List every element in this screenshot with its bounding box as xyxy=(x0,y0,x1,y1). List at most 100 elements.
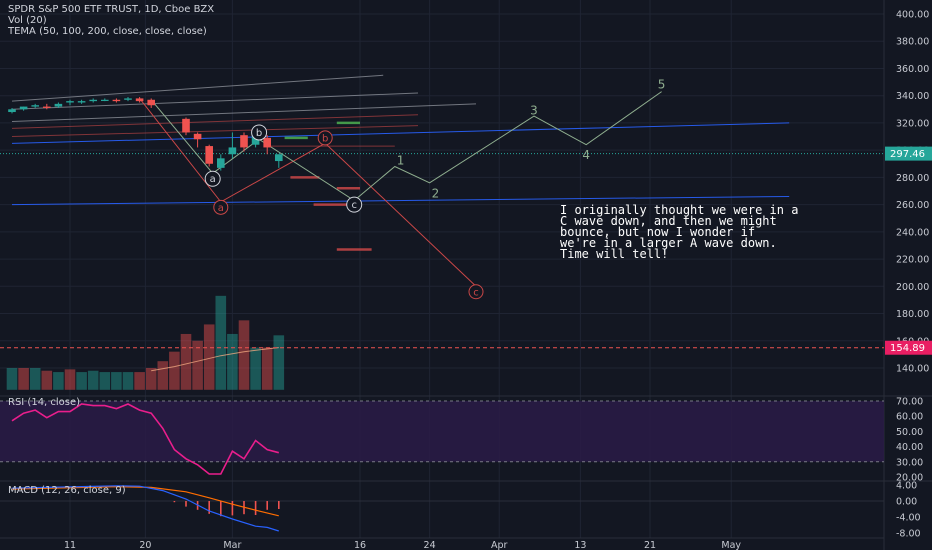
macd-signal-line xyxy=(11,485,279,517)
price-tick-label-10: 340.00 xyxy=(896,91,929,102)
volume-bar-14 xyxy=(169,351,180,390)
main-legend: SPDR S&P 500 ETF TRUST, 1D, Cboe BZX Vol… xyxy=(8,4,214,37)
rsi-tick-label-0: 20.00 xyxy=(896,473,923,484)
wave-small-marker-1 xyxy=(251,124,268,141)
volume-bar-7 xyxy=(87,370,99,390)
wave-small-label-1: b xyxy=(256,128,262,139)
candle-body-13 xyxy=(182,118,190,133)
candle-body-21 xyxy=(275,154,283,162)
candle-body-2 xyxy=(31,105,39,107)
volume-bar-19 xyxy=(227,333,238,390)
price-tick-label-11: 360.00 xyxy=(896,64,929,75)
macd-legend[interactable]: MACD (12, 26, close, 9) xyxy=(8,485,126,496)
volume-bar-13 xyxy=(157,361,169,390)
time-tick-label-0: 11 xyxy=(64,540,76,550)
volume-badge-label: 154.89 xyxy=(890,343,925,354)
wave-red-label-0: a xyxy=(218,203,224,214)
wave-red-marker-2 xyxy=(468,284,484,300)
macd-hist-bar-0 xyxy=(173,501,176,503)
rsi-legend[interactable]: RSI (14, close) xyxy=(8,397,81,408)
wave-green-path xyxy=(150,91,662,202)
price-tick-label-9: 320.00 xyxy=(896,118,929,129)
candle-body-12 xyxy=(147,99,155,106)
volume-bar-1 xyxy=(18,368,29,390)
macd-hist-bar-9 xyxy=(278,501,280,509)
annotation-note[interactable]: I originally thought we were in a C wave… xyxy=(560,203,799,261)
wave-small-label-2: c xyxy=(351,200,357,211)
candle-body-5 xyxy=(66,101,74,103)
trendline-3 xyxy=(11,114,419,129)
time-tick-label-7: 21 xyxy=(644,540,656,550)
time-tick-label-1: 20 xyxy=(139,540,151,550)
volume-bar-12 xyxy=(145,368,157,390)
rsi-tick-label-4: 60.00 xyxy=(896,412,923,423)
rsi-line xyxy=(11,403,280,475)
candle-body-3 xyxy=(43,106,51,108)
tema-legend[interactable]: TEMA (50, 100, 200, close, close, close) xyxy=(8,26,207,37)
volume-bar-20 xyxy=(238,320,250,390)
rsi-tick-label-2: 40.00 xyxy=(896,442,923,453)
macd-hist-bar-3 xyxy=(208,501,210,514)
candle-body-10 xyxy=(124,98,132,100)
volume-bar-0 xyxy=(6,368,18,390)
price-tick-label-4: 220.00 xyxy=(896,255,929,266)
macd-tick-label-3: -8.00 xyxy=(896,529,921,540)
macd-hist-bar-7 xyxy=(254,501,257,515)
wave-red-marker-0 xyxy=(213,199,229,215)
time-tick-label-2: Mar xyxy=(223,540,241,550)
candle-body-20 xyxy=(263,137,271,148)
time-tick-label-6: 13 xyxy=(574,540,586,550)
macd-hist-bar-8 xyxy=(266,501,268,510)
volume-bar-3 xyxy=(41,370,53,390)
wave-red-path xyxy=(139,98,477,287)
wave-red-label-1: b xyxy=(322,133,328,144)
volume-bar-8 xyxy=(99,372,111,390)
last-price-badge xyxy=(885,146,932,161)
candle-body-11 xyxy=(135,98,144,102)
wave-count-label-3: 4 xyxy=(582,148,590,162)
trendline-0 xyxy=(11,74,384,102)
volume-bar-15 xyxy=(180,333,192,390)
candle-body-4 xyxy=(54,103,63,107)
time-tick-label-4: 24 xyxy=(424,540,436,550)
symbol-title[interactable]: SPDR S&P 500 ETF TRUST, 1D, Cboe BZX xyxy=(8,4,215,15)
trendline-5 xyxy=(11,122,790,144)
volume-bar-11 xyxy=(134,372,145,390)
price-tick-label-12: 380.00 xyxy=(896,37,929,48)
rsi-tick-label-1: 30.00 xyxy=(896,457,923,468)
wave-small-label-0: a xyxy=(210,174,216,185)
wave-count-label-2: 3 xyxy=(530,103,538,117)
candle-body-17 xyxy=(228,147,237,155)
wave-count-label-4: 5 xyxy=(658,77,666,91)
trendline-2 xyxy=(11,103,477,123)
macd-hist-bar-4 xyxy=(220,501,222,517)
macd-line xyxy=(11,485,279,532)
rsi-band xyxy=(0,401,884,462)
price-tick-label-13: 400.00 xyxy=(896,10,929,21)
candle-body-1 xyxy=(19,106,28,110)
time-tick-label-3: 16 xyxy=(354,540,366,550)
trendline-1 xyxy=(11,92,419,110)
wave-small-marker-2 xyxy=(346,196,363,213)
volume-bar-23 xyxy=(273,335,285,390)
price-tick-label-3: 200.00 xyxy=(896,282,929,293)
price-tick-label-7: 280.00 xyxy=(896,173,929,184)
candle-body-8 xyxy=(101,99,109,101)
volume-bar-22 xyxy=(261,347,273,390)
macd-tick-label-1: 0.00 xyxy=(896,497,917,508)
time-tick-label-8: May xyxy=(721,540,741,550)
volume-bar-4 xyxy=(53,372,64,390)
macd-hist-bar-1 xyxy=(185,501,187,507)
candle-body-18 xyxy=(240,135,248,148)
rsi-tick-label-5: 70.00 xyxy=(896,397,923,408)
volume-bar-9 xyxy=(111,372,122,390)
volume-ma-line xyxy=(151,347,279,372)
volume-bar-18 xyxy=(215,295,227,390)
price-tick-label-0: 140.00 xyxy=(896,364,929,375)
volume-legend[interactable]: Vol (20) xyxy=(8,15,47,26)
candle-body-6 xyxy=(77,101,86,103)
candle-body-0 xyxy=(8,109,16,113)
rsi-tick-label-3: 50.00 xyxy=(896,427,923,438)
